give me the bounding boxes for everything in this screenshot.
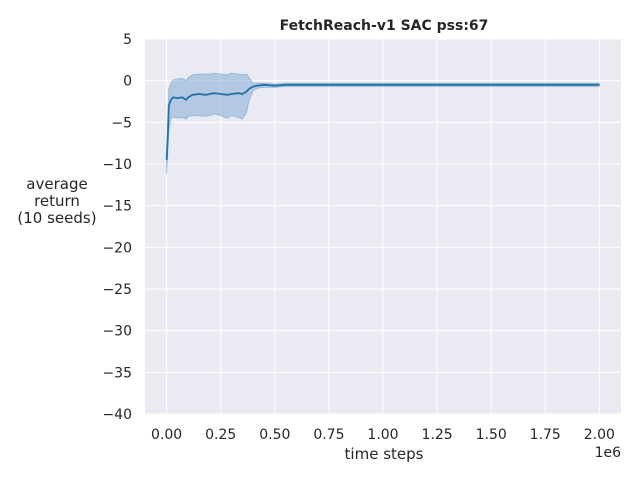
y-tick-label: −5 [111,115,132,131]
x-tick-label: 0.50 [259,427,290,443]
y-tick-label: −30 [102,324,132,340]
x-tick-label: 1.75 [530,427,561,443]
x-axis-label: time steps [345,445,424,463]
chart-title: FetchReach-v1 SAC pss:67 [280,18,489,34]
x-offset-label: 1e6 [595,445,622,461]
y-tick-label: −10 [102,157,132,173]
x-tick-label: 1.25 [422,427,453,443]
x-tick-label: 2.00 [584,427,615,443]
y-tick-label: −40 [102,407,132,423]
confidence-band [166,72,600,175]
y-tick-label: −25 [102,282,132,298]
x-tick-label: 0.00 [151,427,182,443]
series-line [165,83,600,160]
y-tick-label: −35 [102,365,132,381]
y-tick-labels: 5 0 −5 −10 −15 −20 −25 −30 −35 −40 [102,32,132,423]
y-axis-label-line: return [34,192,80,210]
y-axis-label-line: (10 seeds) [17,209,96,227]
x-tick-label: 0.25 [205,427,236,443]
x-tick-label: 0.75 [313,427,344,443]
y-tick-label: 0 [123,74,132,90]
x-tick-label: 1.00 [367,427,398,443]
y-tick-label: 5 [123,32,132,48]
y-tick-label: −20 [102,240,132,256]
x-tick-labels: 0.00 0.25 0.50 0.75 1.00 1.25 1.50 1.75 2.00 [151,427,615,443]
grid [145,38,621,415]
y-tick-label: −15 [102,199,132,215]
y-axis-label-line: average [26,175,87,193]
x-tick-label: 1.50 [476,427,507,443]
